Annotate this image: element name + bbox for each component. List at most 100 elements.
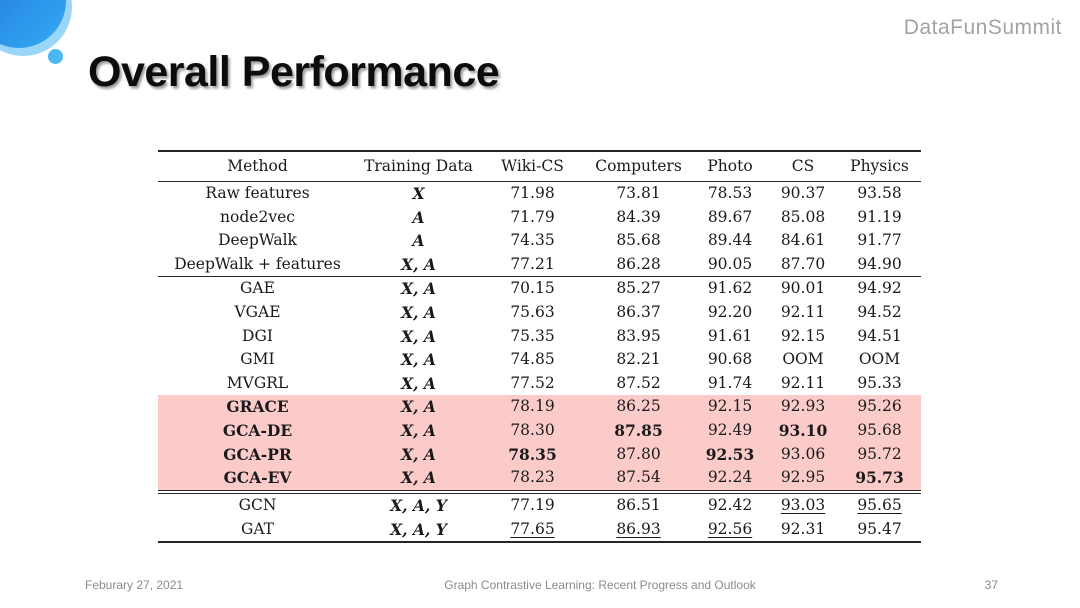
table-row: GCN X, A, Y 77.19 86.51 92.42 93.03 95.65: [158, 494, 921, 518]
column-header: Method: [227, 156, 288, 175]
value-cell: 93.10: [778, 420, 828, 440]
double-rule: [158, 489, 921, 495]
training-data-cell: X, A, Y: [390, 519, 447, 539]
method-cell: MVGRL: [226, 373, 289, 392]
value-cell: 87.54: [616, 468, 661, 487]
value-cell: 95.68: [857, 420, 902, 439]
value-cell: 86.28: [616, 254, 661, 273]
value-cell: 95.47: [857, 519, 902, 538]
column-header: Wiki-CS: [501, 156, 564, 175]
value-cell: OOM: [782, 350, 824, 369]
value-cell: 78.53: [707, 184, 753, 203]
value-cell: 71.79: [510, 207, 555, 226]
training-data-cell: X, A: [401, 420, 436, 440]
value-cell: 85.68: [616, 231, 661, 250]
circle-ring-shape: [0, 0, 72, 56]
value-cell: 95.73: [855, 468, 904, 488]
column-header: Photo: [707, 156, 753, 175]
table-top-rule: [158, 150, 921, 152]
training-data-cell: X, A: [401, 444, 436, 464]
method-cell: DeepWalk: [218, 231, 297, 250]
value-cell: 90.01: [780, 279, 826, 298]
method-cell: node2vec: [220, 207, 295, 226]
value-cell: 92.56: [707, 519, 753, 538]
training-data-cell: X, A: [401, 373, 436, 393]
training-data-cell: X, A: [401, 303, 436, 323]
header-rule: [158, 181, 921, 182]
value-cell: 94.92: [857, 279, 902, 298]
training-data-cell: X, A: [401, 468, 436, 488]
value-cell: 85.27: [616, 279, 661, 298]
method-cell: GCA-DE: [222, 420, 293, 440]
table-row: DeepWalk + features X, A 77.21 86.28 90.05 87…: [158, 253, 921, 277]
value-cell: 77.19: [510, 496, 555, 515]
value-cell: 95.72: [857, 444, 902, 463]
value-cell: 92.20: [707, 303, 753, 322]
value-cell: 75.63: [510, 303, 555, 322]
method-cell: GCN: [238, 496, 277, 515]
value-cell: 77.52: [510, 373, 555, 392]
value-cell: 87.85: [614, 420, 663, 440]
value-cell: 94.90: [857, 254, 902, 273]
value-cell: 91.77: [857, 231, 902, 250]
method-cell: GAE: [240, 279, 275, 298]
value-cell: 95.33: [857, 373, 902, 392]
table-row: GMI X, A 74.85 82.21 90.68 OOM OOM: [158, 348, 921, 372]
value-cell: 84.61: [780, 231, 826, 250]
training-data-cell: X, A: [401, 279, 436, 299]
performance-table: Method Training Data Wiki-CS Computers Photo…: [158, 150, 921, 544]
value-cell: 86.37: [616, 303, 661, 322]
value-cell: 93.03: [780, 496, 826, 515]
table-row: GRACE X, A 78.19 86.25 92.15 92.93 95.26: [158, 395, 921, 419]
value-cell: 93.06: [780, 444, 826, 463]
value-cell: 77.21: [510, 254, 555, 273]
table-row: VGAE X, A 75.63 86.37 92.20 92.11 94.52: [158, 301, 921, 325]
value-cell: 91.62: [707, 279, 753, 298]
value-cell: 78.19: [510, 397, 555, 416]
value-cell: 90.68: [707, 350, 753, 369]
table-header-row: Method Training Data Wiki-CS Computers Photo…: [158, 152, 921, 181]
value-cell: 95.65: [857, 496, 902, 515]
value-cell: 78.30: [510, 420, 555, 439]
value-cell: 71.98: [510, 184, 555, 203]
training-data-cell: X, A: [401, 254, 436, 274]
table-row: node2vec A 71.79 84.39 89.67 85.08 91.19: [158, 206, 921, 230]
column-header: Physics: [850, 156, 909, 175]
value-cell: 91.19: [857, 207, 902, 226]
value-cell: 87.80: [616, 444, 661, 463]
table-row: GAE X, A 70.15 85.27 91.62 90.01 94.92: [158, 277, 921, 301]
table-bottom-rule: [158, 541, 921, 544]
value-cell: 74.85: [510, 350, 555, 369]
value-cell: 74.35: [510, 231, 555, 250]
training-data-cell: X, A: [401, 326, 436, 346]
method-cell: GRACE: [226, 397, 289, 417]
table-row: DeepWalk A 74.35 85.68 89.44 84.61 91.77: [158, 229, 921, 253]
training-data-cell: A: [412, 231, 425, 251]
footer-page-number: 37: [984, 578, 998, 592]
method-cell: GAT: [240, 519, 275, 538]
value-cell: 95.26: [857, 397, 902, 416]
value-cell: 94.51: [857, 326, 902, 345]
value-cell: 89.44: [707, 231, 753, 250]
training-data-cell: X, A, Y: [390, 496, 447, 516]
value-cell: 87.52: [616, 373, 661, 392]
table-row: MVGRL X, A 77.52 87.52 91.74 92.11 95.33: [158, 372, 921, 396]
value-cell: 77.65: [510, 519, 555, 538]
value-cell: 70.15: [510, 279, 555, 298]
footer-date: Feburary 27, 2021: [85, 578, 184, 592]
value-cell: 92.95: [780, 468, 826, 487]
value-cell: 92.15: [780, 326, 826, 345]
table-row: Raw features X 71.98 73.81 78.53 90.37 93.58: [158, 182, 921, 206]
value-cell: 90.05: [707, 254, 753, 273]
value-cell: 85.08: [780, 207, 826, 226]
footer-deck-title: Graph Contrastive Learning: Recent Progr…: [444, 578, 756, 592]
value-cell: 90.37: [780, 184, 826, 203]
value-cell: 73.81: [616, 184, 661, 203]
method-cell: GMI: [240, 350, 275, 369]
value-cell: 78.23: [510, 468, 555, 487]
value-cell: 84.39: [616, 207, 661, 226]
training-data-cell: A: [412, 207, 425, 227]
value-cell: 78.35: [508, 444, 557, 464]
value-cell: 86.51: [616, 496, 661, 515]
table-row: GAT X, A, Y 77.65 86.93 92.56 92.31 95.47: [158, 518, 921, 542]
